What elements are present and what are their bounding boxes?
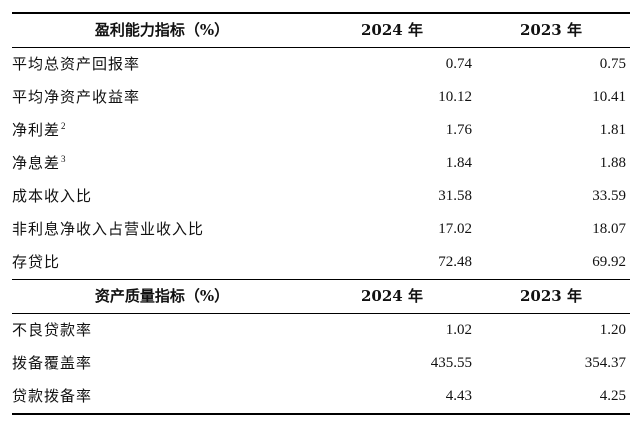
value-2024: 17.02: [438, 221, 472, 237]
value-2024: 4.43: [312, 380, 472, 415]
profitability-header-row: 盈利能力指标（%） 2024 年 2023 年: [12, 12, 630, 48]
value-2023: 1.88: [599, 155, 626, 171]
value-2024: 0.74: [445, 56, 472, 72]
profitability-year-2023-header: 2023 年: [472, 12, 630, 48]
profitability-section-title: 盈利能力指标（%）: [12, 12, 312, 48]
table-row: 平均净资产收益率 10.12 10.41: [12, 81, 630, 114]
asset-quality-year-2024-header: 2024 年: [312, 279, 472, 314]
value-2023: 18.07: [592, 221, 626, 237]
table-row: 净息差3 1.84 1.88: [12, 147, 630, 180]
value-2023: 1.81: [599, 122, 626, 138]
value-2023: 354.37: [584, 355, 626, 371]
table-row: 成本收入比 31.58 33.59: [12, 180, 630, 213]
value-2023: 4.25: [472, 380, 630, 415]
table-row: 净利差2 1.76 1.81: [12, 114, 630, 147]
value-2023: 33.59: [592, 188, 626, 204]
row-label: 净息差3: [12, 154, 66, 172]
value-2024: 1.76: [445, 122, 472, 138]
row-label: 不良贷款率: [12, 321, 93, 339]
value-2024: 1.84: [445, 155, 472, 171]
table-row: 不良贷款率 1.02 1.20: [12, 314, 630, 348]
value-2024: 10.12: [438, 89, 472, 105]
table-row: 非利息净收入占营业收入比 17.02 18.07: [12, 213, 630, 246]
row-label: 存贷比: [12, 253, 61, 271]
value-2023: 1.20: [599, 322, 626, 338]
financial-indicators-table: 盈利能力指标（%） 2024 年 2023 年 平均总资产回报率 0.74 0.…: [12, 12, 630, 415]
table-row: 存贷比 72.48 69.92: [12, 246, 630, 280]
value-2023: 0.75: [599, 56, 626, 72]
table-row: 拨备覆盖率 435.55 354.37: [12, 347, 630, 380]
row-label: 成本收入比: [12, 187, 93, 205]
asset-quality-section-title: 资产质量指标（%）: [12, 279, 312, 314]
value-2024: 72.48: [438, 254, 472, 270]
table-row: 贷款拨备率 4.43 4.25: [12, 380, 630, 415]
row-label: 净利差2: [12, 121, 66, 139]
value-2023: 69.92: [592, 254, 626, 270]
value-2024: 1.02: [445, 322, 472, 338]
row-label: 平均净资产收益率: [12, 88, 141, 106]
value-2024: 435.55: [430, 355, 472, 371]
row-label: 非利息净收入占营业收入比: [12, 220, 205, 238]
footnote-marker: 2: [61, 121, 66, 131]
row-label: 贷款拨备率: [12, 380, 312, 415]
row-label: 平均总资产回报率: [12, 55, 141, 73]
value-2024: 31.58: [438, 188, 472, 204]
footnote-marker: 3: [61, 154, 66, 164]
row-label: 拨备覆盖率: [12, 354, 93, 372]
table-row: 平均总资产回报率 0.74 0.75: [12, 48, 630, 82]
profitability-year-2024-header: 2024 年: [312, 12, 472, 48]
asset-quality-header-row: 资产质量指标（%） 2024 年 2023 年: [12, 279, 630, 314]
asset-quality-year-2023-header: 2023 年: [472, 279, 630, 314]
value-2023: 10.41: [592, 89, 626, 105]
